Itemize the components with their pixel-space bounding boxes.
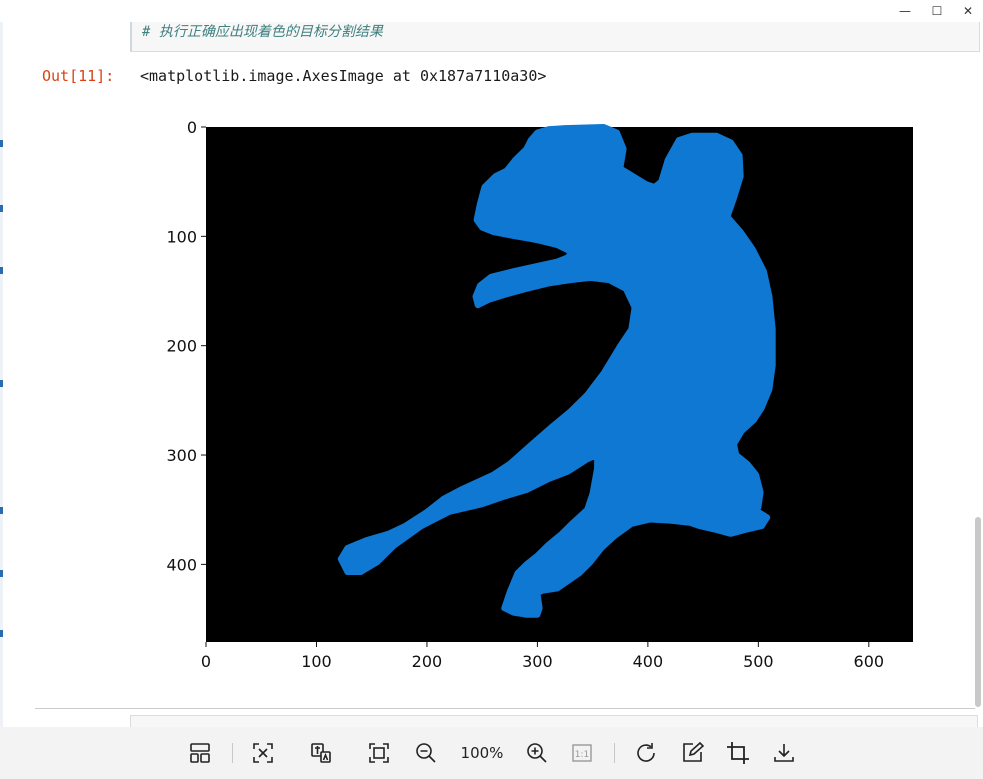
- output-prompt: Out[11]:: [42, 67, 115, 85]
- maximize-button[interactable]: ☐: [922, 0, 952, 22]
- zoom-in-button[interactable]: [521, 737, 553, 769]
- edge-marker: [0, 630, 3, 637]
- x-tick-label: 300: [522, 652, 553, 671]
- zoom-in-icon: [527, 743, 547, 763]
- window-titlebar: — ☐ ✕: [0, 0, 983, 22]
- next-code-cell[interactable]: [130, 715, 978, 727]
- fit-to-window-button[interactable]: [363, 737, 395, 769]
- edge-marker: [0, 570, 3, 577]
- x-tick-label: 500: [743, 652, 774, 671]
- x-tick-label: 0: [201, 652, 211, 671]
- viewer-toolbar: 100% 1:1: [0, 727, 983, 779]
- x-axis-ticks: 0 100 200 300 400 500 600: [201, 642, 884, 671]
- toolbar-separator: [614, 743, 615, 763]
- layout-icon: [190, 743, 210, 763]
- extract-text-button[interactable]: [247, 737, 279, 769]
- y-tick-label: 400: [166, 555, 197, 574]
- image-viewer-canvas: # 执行正确应出现着色的目标分割结果 Out[11]: <matplotlib.…: [0, 22, 983, 727]
- rotate-button[interactable]: [630, 737, 662, 769]
- cell-divider: [35, 708, 975, 709]
- close-icon: ✕: [962, 4, 974, 18]
- x-tick-label: 200: [412, 652, 443, 671]
- y-tick-label: 100: [166, 227, 197, 246]
- y-axis-ticks: 0 100 200 300 400: [166, 118, 206, 574]
- edge-marker: [0, 205, 3, 212]
- actual-size-icon: 1:1: [572, 744, 592, 762]
- y-tick-label: 200: [166, 337, 197, 356]
- download-icon: [774, 744, 794, 762]
- x-tick-label: 100: [301, 652, 332, 671]
- minimize-icon: —: [899, 4, 911, 18]
- translate-icon: [311, 743, 331, 763]
- download-button[interactable]: [768, 737, 800, 769]
- crop-button[interactable]: [722, 737, 754, 769]
- scrollbar-thumb[interactable]: [975, 517, 981, 707]
- close-button[interactable]: ✕: [953, 0, 983, 22]
- segmentation-plot: 0 100 200 300 400 500 600 0 100 200 300 400: [166, 118, 913, 671]
- extract-text-icon: [253, 743, 273, 763]
- edge-marker: [0, 380, 3, 387]
- actual-size-button[interactable]: 1:1: [566, 737, 598, 769]
- zoom-level: 100%: [460, 744, 504, 762]
- edit-button[interactable]: [676, 737, 708, 769]
- x-tick-label: 400: [633, 652, 664, 671]
- minimize-button[interactable]: —: [890, 0, 920, 22]
- code-comment: # 执行正确应出现着色的目标分割结果: [142, 24, 383, 40]
- fit-window-icon: [369, 743, 389, 763]
- y-tick-label: 300: [166, 446, 197, 465]
- edge-marker: [0, 507, 3, 514]
- zoom-out-icon: [416, 743, 436, 763]
- crop-icon: [727, 742, 749, 764]
- output-repr-text: <matplotlib.image.AxesImage at 0x187a711…: [140, 67, 547, 85]
- svg-text:1:1: 1:1: [575, 750, 589, 760]
- translate-button[interactable]: [305, 737, 337, 769]
- layout-button[interactable]: [184, 737, 216, 769]
- left-edge-strip: [0, 22, 3, 727]
- zoom-out-button[interactable]: [410, 737, 442, 769]
- y-tick-label: 0: [187, 118, 197, 137]
- segmentation-mask: [337, 124, 776, 618]
- edge-marker: [0, 140, 3, 147]
- x-tick-label: 600: [854, 652, 885, 671]
- edge-marker: [0, 267, 3, 274]
- edit-icon: [683, 741, 704, 762]
- code-cell-input[interactable]: # 执行正确应出现着色的目标分割结果: [130, 22, 980, 52]
- rotate-icon: [637, 743, 655, 762]
- toolbar-separator: [232, 743, 233, 763]
- maximize-icon: ☐: [931, 4, 943, 18]
